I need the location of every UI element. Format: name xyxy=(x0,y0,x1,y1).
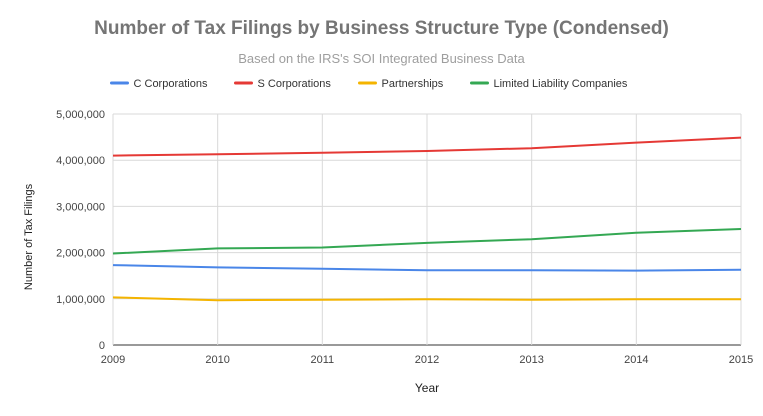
y-axis-label: Number of Tax Filings xyxy=(23,183,35,290)
x-tick-label: 2015 xyxy=(729,354,753,366)
x-tick-label: 2011 xyxy=(311,354,335,366)
y-tick-label: 5,000,000 xyxy=(56,109,105,121)
series-lines xyxy=(112,136,742,302)
y-tick-label: 2,000,000 xyxy=(56,248,105,260)
legend-entry: Limited Liability Companies xyxy=(494,78,628,90)
x-tick-label: 2010 xyxy=(205,354,229,366)
x-tick-label: 2013 xyxy=(519,354,543,366)
x-axis-ticks: 2009 2010 2011 2012 2013 2014 2015 xyxy=(101,354,753,366)
chart-subtitle: Based on the IRS's SOI Integrated Busine… xyxy=(238,51,525,66)
chart-title: Number of Tax Filings by Business Struct… xyxy=(94,18,669,39)
x-tick-label: 2012 xyxy=(415,354,439,366)
series-line-limited-liability-companies xyxy=(112,228,742,255)
y-tick-label: 3,000,000 xyxy=(56,201,105,213)
legend-entry: Partnerships xyxy=(382,78,444,90)
y-tick-label: 4,000,000 xyxy=(56,155,105,167)
series-line-partnerships xyxy=(112,296,741,302)
x-tick-label: 2009 xyxy=(101,354,125,366)
y-tick-label: 0 xyxy=(99,340,105,352)
x-tick-label: 2014 xyxy=(624,354,648,366)
y-axis-ticks: 0 1,000,000 2,000,000 3,000,000 4,000,000 5,0… xyxy=(56,109,105,352)
x-axis-label: Year xyxy=(415,381,439,395)
legend: C Corporations S Corporations Partnerships… xyxy=(110,78,628,90)
legend-entry: S Corporations xyxy=(258,78,332,90)
gridlines xyxy=(112,113,742,346)
series-line-c-corporations xyxy=(112,264,742,272)
y-tick-label: 1,000,000 xyxy=(56,294,105,306)
legend-entry: C Corporations xyxy=(134,78,208,90)
series-line-s-corporations xyxy=(112,136,742,157)
